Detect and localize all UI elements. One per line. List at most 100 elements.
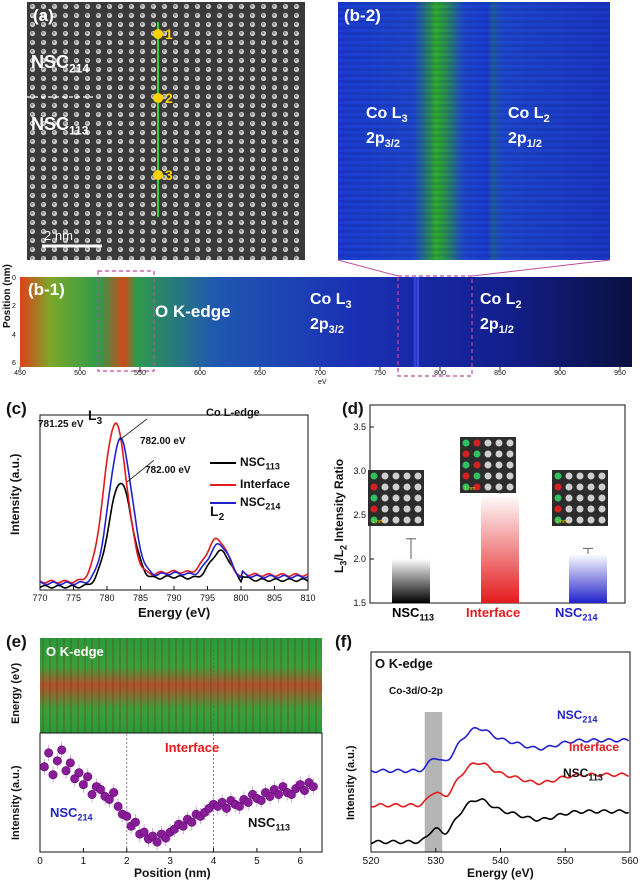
data-point (57, 745, 67, 755)
y-tick-label: 3.5 (353, 422, 366, 432)
legend-item: NSC214 (210, 493, 290, 515)
chart-e: 0 1 2 3 4 5 6 (37, 638, 323, 867)
legend: NSC113 Interface NSC214 (210, 453, 290, 516)
peak-label-right: Co L2 2p1/2 (508, 105, 550, 151)
data-point (274, 790, 284, 800)
legend-swatch (210, 484, 236, 487)
peak-label-l3: L3 (88, 407, 103, 427)
series-line (370, 762, 629, 808)
data-point (308, 782, 318, 792)
series-line (39, 482, 309, 589)
y-tick-label: 3.0 (353, 466, 366, 476)
annotation: 781.25 eV (38, 419, 84, 430)
b1-x-tick-label: 650 (254, 370, 266, 377)
b1-x-tick-label: 750 (374, 370, 386, 377)
plot-frame (39, 732, 323, 853)
peak-label-right: Co L2 2p1/2 (480, 291, 522, 337)
inset-scale-label: 1 nm (464, 486, 475, 492)
x-tick-label: 530 (427, 856, 444, 867)
y-tick-label: 2.5 (353, 510, 366, 520)
b1-x-tick-label: 850 (494, 370, 506, 377)
panel-e: 0 1 2 3 4 5 6 (e) O K-edge Energy (eV) Intensi… (0, 630, 325, 883)
curve-label: NSC214 (557, 708, 598, 725)
x-tick-label: 550 (557, 856, 574, 867)
chart-title: O K-edge (375, 656, 433, 671)
band-label: Co-3d/O-2p (389, 686, 443, 697)
category-label: Interface (466, 605, 521, 620)
map-title: O K-edge (46, 644, 104, 659)
inset-scale-label: 1 nm (372, 519, 383, 525)
region-label-top: NSC214 (31, 52, 90, 76)
inset-scale-label: 1 nm (556, 519, 567, 525)
series-line (370, 726, 630, 774)
x-tick-label: 560 (622, 856, 639, 867)
annotation-leader (126, 460, 155, 483)
data-point (222, 803, 232, 813)
panel-label: (b-2) (344, 6, 381, 25)
x-tick-label: 795 (200, 593, 215, 603)
panel-a: (a) 1 2 3 NSC214 NSC113 2 nm (27, 2, 305, 260)
panel-b1: (b-1) Position (nm) 0 2 4 6 O K-edge Co … (0, 262, 640, 392)
chart-d: 1.5 2.0 2.5 3.0 3.5 1 nm 1 nm 1 nm (353, 404, 626, 608)
point-label: 3 (165, 167, 173, 183)
panel-label: (c) (6, 399, 27, 418)
edge-label: O K-edge (155, 302, 231, 321)
bar (392, 559, 430, 603)
data-point (74, 768, 84, 778)
b1-x-tick-label: 800 (434, 370, 446, 377)
highlight-box (397, 275, 473, 377)
x-axis-label: Position (nm) (134, 866, 211, 880)
b1-x-ticks (19, 367, 621, 370)
peak-label-left: Co L3 2p3/2 (310, 291, 352, 337)
x-tick-label: 770 (32, 593, 47, 603)
point-marker (153, 170, 163, 180)
panel-label: (f) (335, 632, 352, 651)
category-label: NSC113 (392, 605, 434, 623)
b1-y-tick: 2 (12, 303, 16, 310)
annotation-leader (118, 418, 148, 441)
data-point (87, 790, 97, 800)
data-point (44, 748, 54, 758)
point-marker (153, 93, 163, 103)
panel-d: (d) 1.5 2.0 2.5 3.0 3.5 1 nm 1 nm 1 nm L3/L2 In… (320, 395, 640, 630)
data-point (61, 766, 71, 776)
panel-b2-image (338, 2, 610, 260)
x-tick-label: 790 (166, 593, 181, 603)
data-point (187, 817, 197, 827)
legend-swatch (210, 502, 236, 505)
x-tick-label: 6 (298, 856, 304, 867)
inset-image: 1 nm (460, 437, 516, 493)
x-tick-label: 1 (81, 856, 87, 867)
b1-y-axis-label: Position (nm) (2, 264, 13, 328)
category-label: NSC214 (555, 605, 598, 623)
series-line (370, 798, 629, 845)
data-point (130, 817, 140, 827)
chart-c: 770 775 780 785 790 795 800 805 810 (32, 414, 316, 603)
region-label-bottom: NSC113 (31, 114, 89, 138)
data-point (113, 801, 123, 811)
data-point (83, 772, 93, 782)
data-point (78, 780, 88, 790)
x-tick-label: 540 (492, 856, 509, 867)
x-tick-label: 775 (66, 593, 81, 603)
highlight-box (97, 270, 155, 372)
data-point (48, 770, 58, 780)
point-label: 1 (165, 26, 173, 42)
series-line (39, 436, 309, 586)
x-tick-label: 3 (167, 856, 173, 867)
inset-image: 1 nm (552, 470, 608, 526)
x-axis-label: Energy (eV) (467, 866, 534, 880)
y-axis-label: Intensity (a.u.) (10, 765, 22, 840)
peak-label-l2: L2 (210, 503, 225, 523)
x-tick-label: 810 (300, 593, 315, 603)
data-point (122, 811, 132, 821)
b1-x-tick-label: 900 (554, 370, 566, 377)
legend-item: Interface (210, 475, 290, 493)
b1-y-tick: 4 (12, 332, 16, 339)
b1-x-tick-label: 950 (614, 370, 626, 377)
x-tick-label: 4 (211, 856, 217, 867)
y-tick-label: 2.0 (353, 554, 366, 564)
y-axis-label: Intensity (a.u.) (345, 745, 357, 820)
chart-title: Co L-edge (206, 407, 260, 419)
map-y-axis-label: Energy (eV) (10, 662, 22, 724)
